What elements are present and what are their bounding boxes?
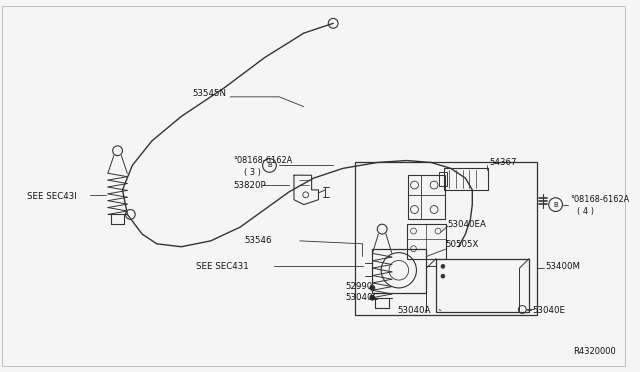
Circle shape [441,274,445,278]
Circle shape [369,295,375,301]
Text: 53040C: 53040C [345,293,378,302]
Text: 53040E: 53040E [532,306,565,315]
Text: 52990: 52990 [345,282,372,291]
Bar [444,169,488,190]
Bar [372,249,426,293]
Text: 54367: 54367 [489,158,516,167]
Text: ( 3 ): ( 3 ) [244,168,261,177]
Text: SEE SEC43l: SEE SEC43l [28,192,77,201]
Text: °08168-6162A: °08168-6162A [233,156,292,165]
Bar [355,163,537,315]
Bar [436,259,529,312]
Text: 53545N: 53545N [192,89,226,98]
Text: 53040A: 53040A [398,306,431,315]
Text: °08168-6162A: °08168-6162A [570,195,629,204]
Bar [408,175,445,219]
Text: B: B [553,202,558,208]
Text: 53820P: 53820P [233,180,266,189]
Text: R4320000: R4320000 [573,347,616,356]
Text: 53546: 53546 [244,236,271,246]
Bar [406,224,446,259]
Circle shape [441,264,445,268]
Text: SEE SEC431: SEE SEC431 [196,262,249,271]
Circle shape [369,285,375,291]
Text: 53040EA: 53040EA [448,220,486,229]
Text: B: B [267,163,272,169]
Bar [439,172,447,186]
Text: 50505X: 50505X [446,240,479,249]
Text: ( 4 ): ( 4 ) [577,207,594,216]
Text: 53400M: 53400M [546,262,581,271]
